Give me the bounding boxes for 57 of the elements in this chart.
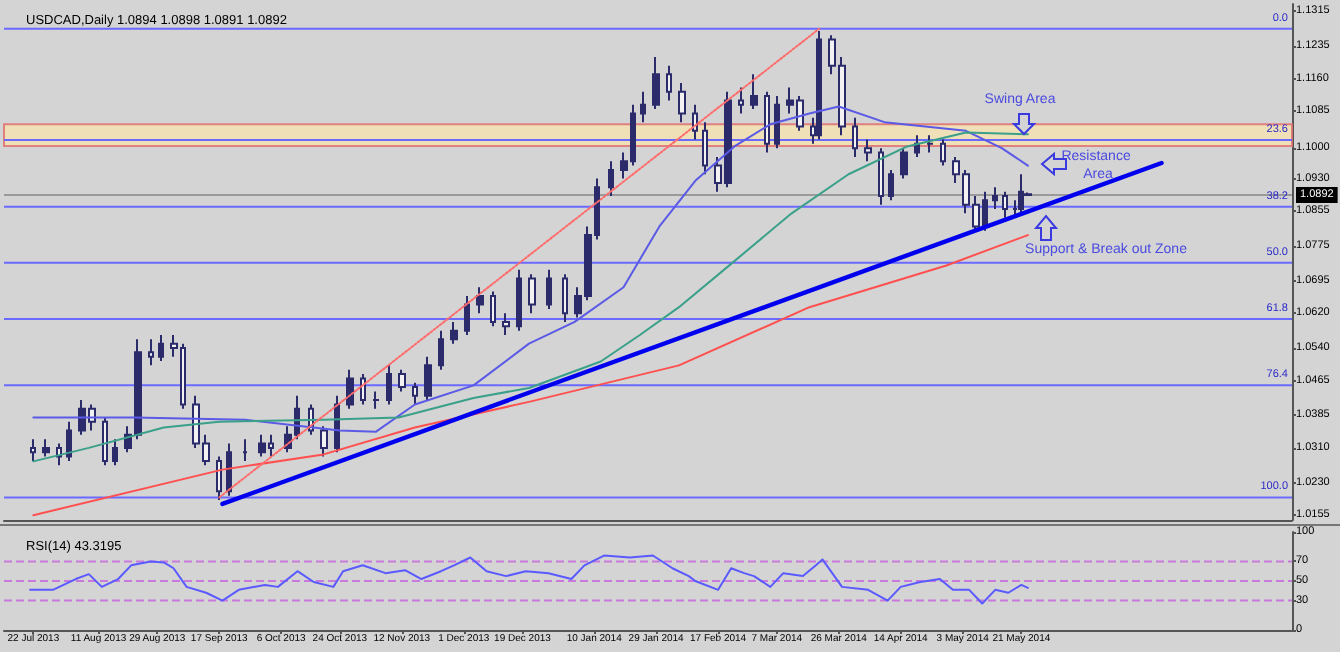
candlestick	[438, 329, 444, 371]
candlestick	[242, 438, 248, 462]
candlestick	[528, 273, 536, 315]
candlestick	[334, 394, 340, 454]
candlestick	[888, 168, 894, 202]
candlestick	[102, 416, 108, 467]
line-series	[32, 234, 1029, 517]
candlestick	[490, 290, 496, 328]
candlestick	[666, 64, 672, 102]
candlestick	[774, 95, 780, 150]
candlestick	[1002, 190, 1008, 219]
candlestick	[940, 138, 946, 167]
candlestick	[148, 338, 154, 367]
candlestick	[450, 320, 458, 345]
candlestick	[372, 390, 380, 410]
candlestick	[914, 134, 920, 158]
candlestick	[562, 273, 568, 323]
candlestick	[864, 138, 872, 163]
candlestick	[134, 338, 142, 441]
candlestick	[320, 425, 328, 458]
candlestick	[764, 90, 770, 154]
candlestick	[476, 286, 484, 315]
candlestick	[852, 116, 858, 158]
candlestick	[640, 90, 646, 124]
candlestick	[652, 55, 660, 111]
candlestick	[216, 455, 222, 502]
candlestick	[30, 438, 36, 462]
candlestick	[516, 268, 522, 332]
candlestick	[258, 433, 266, 458]
candlestick	[1018, 173, 1024, 215]
candlestick	[546, 268, 552, 310]
line-series	[32, 105, 1029, 433]
candlestick	[66, 420, 72, 462]
candlestick	[926, 134, 934, 154]
candlestick	[992, 186, 998, 211]
candlestick	[226, 442, 232, 497]
candlestick	[878, 147, 884, 206]
candlestick	[750, 73, 758, 111]
candlestick	[424, 355, 432, 402]
candlestick	[360, 373, 366, 406]
candlestick	[678, 82, 686, 124]
candlestick	[738, 86, 744, 115]
candlestick	[692, 103, 698, 141]
candlestick	[900, 147, 908, 180]
candlestick	[386, 364, 392, 406]
candlestick	[608, 160, 614, 197]
candlestick	[42, 438, 50, 458]
candlestick	[502, 312, 510, 336]
candlestick	[464, 294, 470, 336]
candlestick	[702, 121, 708, 176]
candlestick	[346, 368, 354, 410]
candlestick	[398, 368, 406, 393]
line-series	[29, 554, 1029, 605]
candlestick	[158, 333, 164, 363]
candlestick	[112, 438, 118, 467]
candlestick	[816, 29, 822, 141]
candlestick	[412, 381, 418, 406]
